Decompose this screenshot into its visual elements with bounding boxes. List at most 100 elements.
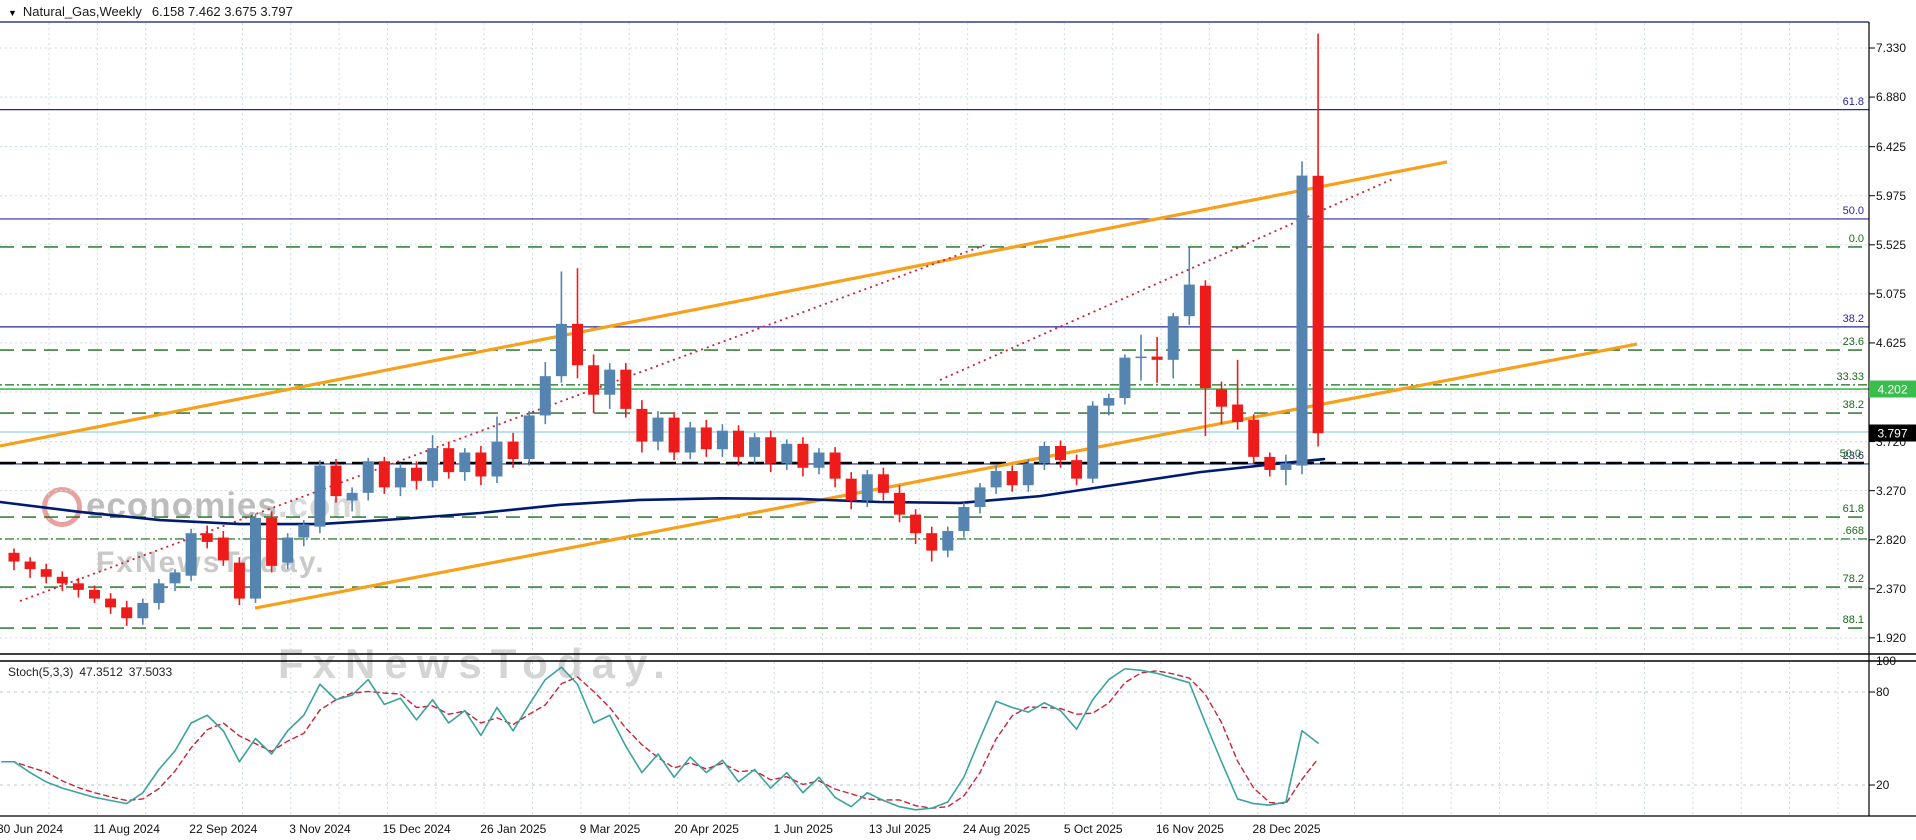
candle-body [781, 443, 793, 464]
candle-body [668, 417, 680, 453]
orange-channel-upper [0, 160, 1448, 448]
orange-channel-lower [254, 342, 1638, 610]
candle-body [620, 369, 632, 409]
candle-body [861, 474, 873, 501]
candle-body [217, 537, 229, 561]
candle-body [153, 583, 165, 603]
candle-body [443, 448, 455, 473]
candle-body [250, 517, 261, 599]
stochastic-signal-line [1, 670, 1319, 809]
chart-title-bar: ▼ Natural_Gas,Weekly 6.158 7.462 3.675 3.7… [8, 4, 293, 19]
candle-body [765, 437, 777, 464]
candle-body [507, 441, 519, 460]
watermark-indicator-panel: FxNewsToday. [278, 640, 674, 687]
stochastic-main-value: 47.3512 [79, 665, 123, 679]
candle-body [459, 452, 471, 473]
candle-body [1006, 471, 1018, 486]
candle-body [1264, 456, 1276, 470]
symbol-timeframe-label: Natural_Gas,Weekly [22, 4, 142, 19]
candle-body [8, 552, 20, 562]
candle-body [1183, 284, 1195, 317]
candle-body [411, 467, 422, 481]
candle-body [169, 572, 181, 584]
candle-body [733, 430, 744, 457]
candle-body [813, 452, 825, 468]
candle-body [572, 323, 583, 366]
candle-body [588, 365, 600, 395]
candle-body [990, 471, 1002, 488]
candle-body [894, 492, 905, 515]
candle-body [89, 589, 100, 599]
candle-body [926, 533, 938, 551]
date-axis[interactable] [0, 818, 1916, 840]
candle-body [974, 487, 986, 508]
candle-body [330, 465, 342, 497]
candle-body [185, 533, 197, 576]
candle-body [137, 602, 149, 619]
candle-body [72, 583, 84, 590]
candle-body [749, 437, 761, 457]
symbol-dropdown-icon: ▼ [8, 8, 17, 18]
candle-body [797, 443, 809, 468]
candle-body [1312, 175, 1324, 434]
candle-body [1199, 285, 1211, 389]
moving-average-line [0, 457, 1326, 526]
candle-body [877, 474, 889, 493]
candle-body [829, 452, 841, 479]
candle-body [201, 533, 213, 542]
candle-body [716, 430, 728, 450]
candle-body [700, 427, 712, 450]
candle-body [1248, 419, 1260, 457]
red-dotted-trendline [19, 244, 986, 602]
candle-body [1151, 356, 1163, 360]
candle-body [233, 562, 245, 599]
candle-body [1071, 460, 1083, 479]
ohlc-values: 6.158 7.462 3.675 3.797 [151, 4, 293, 19]
candle-body [555, 323, 567, 377]
candle-body [958, 507, 970, 532]
candle-body [362, 461, 374, 493]
price-axis[interactable] [1869, 22, 1916, 816]
candle-body [378, 461, 390, 488]
candle-body [942, 531, 954, 551]
candle-body [56, 576, 68, 584]
candle-body [394, 467, 406, 488]
candle-body [491, 441, 503, 477]
candle-body [1022, 463, 1034, 486]
stochastic-indicator-label: Stoch(5,3,3) 47.3512 37.5033 [8, 665, 178, 679]
candle-body [636, 408, 648, 442]
candle-body [1087, 405, 1099, 479]
candle-body [1038, 445, 1050, 464]
candle-body [282, 537, 294, 563]
candle-body [1103, 397, 1115, 406]
candle-body [314, 465, 326, 527]
candle-body [1216, 389, 1227, 407]
candle-body [475, 452, 487, 477]
candle-body [427, 448, 439, 481]
candle-body [1119, 357, 1131, 398]
candle-body [346, 492, 358, 501]
candle-body [604, 369, 616, 395]
candle-body [24, 561, 36, 570]
stochastic-name: Stoch(5,3,3) [8, 665, 74, 679]
candle-body [1280, 463, 1292, 470]
candle-body [40, 569, 52, 577]
candle-body [523, 415, 535, 460]
candle-body [910, 514, 922, 534]
candle-body [121, 607, 133, 619]
candle-body [845, 478, 857, 501]
stochastic-main-line [1, 666, 1319, 811]
candle-body [1167, 316, 1179, 360]
candle-body [298, 524, 310, 538]
candle-body [539, 376, 551, 416]
candle-body [1296, 175, 1308, 466]
stochastic-signal-value: 37.5033 [128, 665, 173, 679]
candle-body [652, 417, 664, 442]
candle-body [1232, 404, 1244, 422]
candle-body [1055, 445, 1066, 461]
candle-body [1135, 356, 1147, 359]
candle-body [266, 517, 278, 566]
candle-body [105, 598, 117, 608]
